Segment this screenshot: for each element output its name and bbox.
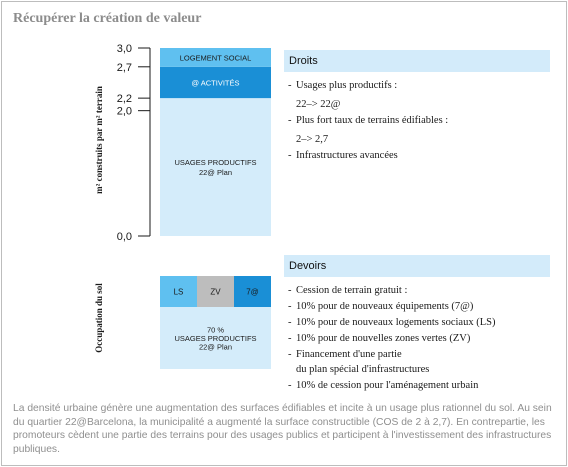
devoirs-heading: Devoirs: [284, 255, 550, 277]
droits-item-sub: 22–> 22@: [296, 98, 341, 110]
bar-segment-label: LOGEMENT SOCIAL: [180, 53, 252, 62]
bullet-dash: -: [288, 115, 292, 126]
occupation-segment-7at: [234, 276, 271, 307]
bullet-dash: -: [288, 80, 292, 91]
bar-segment-label: USAGES PRODUCTIFS: [174, 158, 256, 167]
devoirs-item-text: 10% pour de nouveaux logements sociaux (…: [296, 317, 496, 328]
y-axis-label: m² construits par m² terrain: [94, 86, 104, 194]
bar-segment-2: [160, 48, 271, 67]
droits-heading: Droits: [284, 50, 550, 72]
devoirs-list: - Cession de terrain gratuit : -10% pour d…: [284, 277, 550, 393]
figure-caption: La densité urbaine génère une augmentati…: [13, 403, 552, 455]
droits-item: - Usages plus productifs :: [288, 78, 550, 95]
devoirs-item: -10% pour de nouveaux équipements (7@): [288, 299, 550, 314]
droits-item: - Plus fort taux de terrains édifiables :: [288, 113, 550, 130]
droits-item-text: Infrastructures avancées: [296, 150, 398, 161]
devoirs-item: -10% pour de nouveaux logements sociaux …: [288, 315, 550, 330]
devoirs-item: - Financement d'une partie du plan spécial…: [288, 347, 550, 377]
y-tick-label: 2,0: [117, 106, 132, 118]
devoirs-item-text-cont: du plan spécial d'infrastructures: [296, 364, 430, 375]
bar-segment-label: 22@ Plan: [199, 168, 232, 177]
bar-segment-1: [160, 66, 271, 99]
devoirs-item-text: Cession de terrain gratuit :: [296, 285, 408, 296]
bullet-dash: -: [288, 285, 292, 296]
figure-title: Récupérer la création de valeur: [13, 11, 202, 26]
bullet-dash: -: [288, 380, 292, 391]
occupation-base: [160, 307, 271, 369]
occupation-segment-zv: [197, 276, 234, 307]
bullet-dash: -: [288, 333, 292, 344]
occupation-segment-label: ZV: [210, 288, 221, 297]
droits-panel: Droits - Usages plus productifs :22–> 22@…: [284, 50, 550, 165]
devoirs-item-text: 10% de cession pour l'aménagement urbain: [296, 380, 479, 391]
bullet-dash: -: [288, 349, 292, 360]
droits-item-sub: 2–> 2,7: [296, 133, 329, 145]
occupation-axis-label: Occupation du sol: [94, 283, 104, 353]
droits-item-text: Usages plus productifs :: [296, 80, 398, 91]
occupation-segment-ls: [160, 276, 197, 307]
bullet-dash: -: [288, 150, 292, 161]
droits-item: - Infrastructures avancées: [288, 148, 550, 165]
occupation-base-label: 22@ Plan: [199, 343, 232, 352]
occupation-segment-label: LS: [174, 288, 184, 297]
devoirs-panel: Devoirs - Cession de terrain gratuit : -10…: [284, 255, 550, 394]
bar-segment-0: [160, 98, 271, 236]
devoirs-item: -10% de cession pour l'aménagement urbai…: [288, 378, 550, 393]
occupation-base-label: USAGES PRODUCTIFS: [174, 334, 256, 343]
y-tick-label: 0,0: [117, 231, 132, 243]
y-tick-label: 3,0: [117, 43, 132, 55]
devoirs-item-text: Financement d'une partie: [296, 349, 402, 360]
droits-item-text: Plus fort taux de terrains édifiables :: [296, 115, 449, 126]
y-tick-label: 2,7: [117, 62, 132, 74]
bar-segment-label: @ ACTIVITÉS: [191, 78, 239, 87]
devoirs-item-text: 10% pour de nouveaux équipements (7@): [296, 301, 474, 312]
occupation-segment-label: 7@: [246, 288, 259, 297]
y-tick-label: 2,2: [117, 93, 132, 105]
bullet-dash: -: [288, 317, 292, 328]
devoirs-item: - Cession de terrain gratuit :: [288, 283, 550, 298]
bullet-dash: -: [288, 301, 292, 312]
occupation-base-label: 70 %: [207, 326, 224, 335]
devoirs-item-text: 10% pour de nouvelles zones vertes (ZV): [296, 333, 471, 344]
droits-list: - Usages plus productifs :22–> 22@ - Plus f…: [284, 72, 550, 165]
devoirs-item: -10% pour de nouvelles zones vertes (ZV): [288, 331, 550, 346]
